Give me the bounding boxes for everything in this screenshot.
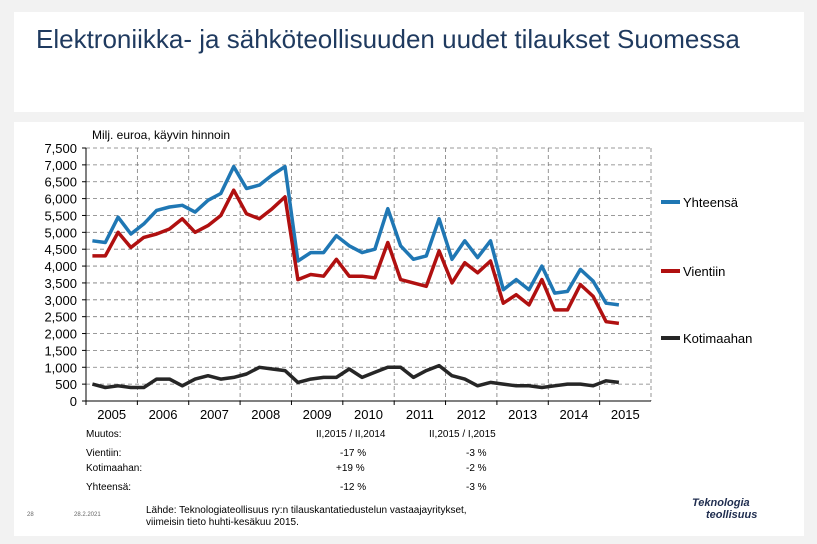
series-line-vientiin (92, 188, 620, 326)
x-tick-label: 2005 (97, 407, 126, 422)
series-line-yhteensa (92, 164, 620, 307)
grid (86, 147, 652, 401)
series-line-kotimaahan (91, 363, 620, 390)
y-tick-label: 2,000 (44, 327, 77, 342)
change-row-label: Vientiin: (86, 448, 122, 459)
x-tick-label: 2015 (611, 407, 640, 422)
title-panel (14, 12, 804, 112)
change-row-v2: -3 % (466, 482, 487, 493)
y-tick-label: 1,000 (44, 360, 77, 375)
legend-label-yhteensa: Yhteensä (683, 195, 739, 210)
page-title: Elektroniikka- ja sähköteollisuuden uude… (36, 24, 740, 54)
x-tick-label: 2007 (200, 407, 229, 422)
y-tick-label: 500 (55, 377, 77, 392)
change-row-v1: -12 % (340, 482, 367, 493)
y-tick-label: 6,500 (44, 175, 77, 190)
x-tick-label: 2011 (406, 407, 434, 422)
y-tick-label: 5,000 (44, 225, 77, 240)
change-row-label: Kotimaahan: (86, 463, 143, 474)
source-note: Lähde: Teknologiateollisuus ry:n tilausk… (146, 505, 467, 528)
x-tick-label: 2014 (559, 407, 588, 422)
x-tick-label: 2008 (251, 407, 280, 422)
legend-label-kotimaahan: Kotimaahan (683, 331, 752, 346)
y-tick-label: 0 (70, 394, 77, 409)
x-tick-label: 2012 (457, 407, 486, 422)
change-row-v1: +19 % (336, 463, 365, 474)
y-tick-label: 3,000 (44, 293, 77, 308)
y-tick-label: 7,000 (44, 158, 77, 173)
page-number: 28 (27, 512, 34, 518)
x-tick-label: 2009 (303, 407, 332, 422)
y-tick-label: 5,500 (44, 208, 77, 223)
change-row-v2: -2 % (466, 463, 487, 474)
x-tick-label: 2013 (508, 407, 537, 422)
y-tick-label: 2,500 (44, 310, 77, 325)
y-tick-label: 1,500 (44, 343, 77, 358)
logo: Teknologia teollisuus (692, 497, 782, 521)
y-tick-label: 7,500 (44, 141, 77, 156)
series-group (91, 164, 620, 390)
change-table-heading: Muutos: (86, 429, 122, 440)
change-table-col1: II,2015 / II,2014 (316, 429, 386, 440)
y-tick-label: 4,000 (44, 259, 77, 274)
change-row-label: Yhteensä: (86, 482, 132, 493)
x-tick-label: 2006 (149, 407, 178, 422)
legend-label-vientiin: Vientiin (683, 264, 725, 279)
change-table-col2: II,2015 / I,2015 (429, 429, 496, 440)
change-row-v1: -17 % (340, 448, 367, 459)
y-tick-label: 3,500 (44, 276, 77, 291)
change-row-v2: -3 % (466, 448, 487, 459)
content-panel (14, 122, 804, 536)
logo-line1: Teknologia (692, 497, 750, 509)
footer-date: 28.2.2021 (74, 512, 101, 518)
x-axis: 2005 2006 2007 2008 2009 2010 2011 2012 2013 2014… (85, 400, 651, 422)
unit-label: Milj. euroa, käyvin hinnoin (92, 128, 230, 142)
y-tick-label: 4,500 (44, 242, 77, 257)
y-tick-label: 6,000 (44, 192, 77, 207)
logo-line2: teollisuus (706, 509, 758, 521)
x-tick-label: 2010 (354, 407, 383, 422)
legend: Yhteensä Vientiin Kotimaahan (661, 195, 752, 346)
